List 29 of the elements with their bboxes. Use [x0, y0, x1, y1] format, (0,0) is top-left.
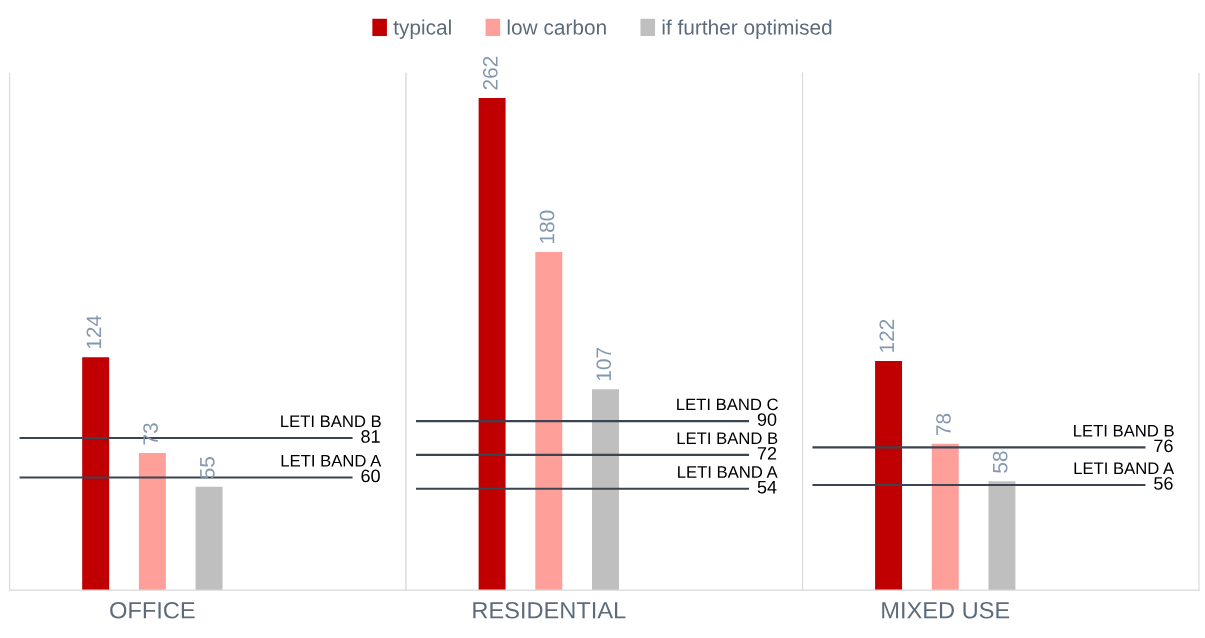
text: 90 [757, 413, 777, 426]
data-label: 180 [539, 210, 555, 243]
text: 72 [757, 446, 777, 460]
ref-line-label: LETI BAND A [281, 455, 382, 467]
data-label: 262 [482, 56, 498, 90]
legend-label: typical [393, 19, 451, 39]
ref-line-label: LETI BAND B [281, 415, 381, 428]
data-label: 122 [879, 319, 894, 352]
ref-line-label: LETI BAND A [678, 466, 778, 478]
ref-line-label: LETI BAND A [1074, 462, 1175, 474]
data-label: 55 [200, 457, 215, 479]
x-tick-label: MIXED USE [882, 601, 1010, 619]
x-tick-label: RESIDENTIAL [473, 601, 626, 619]
text: 76 [1154, 439, 1173, 453]
x-tick-label: OFFICE [110, 601, 195, 619]
data-label: 78 [936, 413, 951, 436]
data-label: 58 [992, 451, 1008, 473]
ref-line-label: LETI BAND C [677, 398, 778, 411]
text: 81 [361, 430, 380, 443]
legend-label: low carbon [507, 19, 606, 35]
data-label: 124 [86, 315, 102, 349]
data-label: 107 [596, 347, 612, 381]
ref-line-label: LETI BAND B [1074, 424, 1174, 437]
text: 56 [1154, 477, 1173, 490]
data-label: 73 [143, 423, 158, 445]
text: 60 [361, 469, 380, 483]
text: 54 [757, 480, 777, 494]
legend-label: if further optimised [662, 19, 832, 39]
ref-line-label: LETI BAND B [677, 432, 778, 444]
